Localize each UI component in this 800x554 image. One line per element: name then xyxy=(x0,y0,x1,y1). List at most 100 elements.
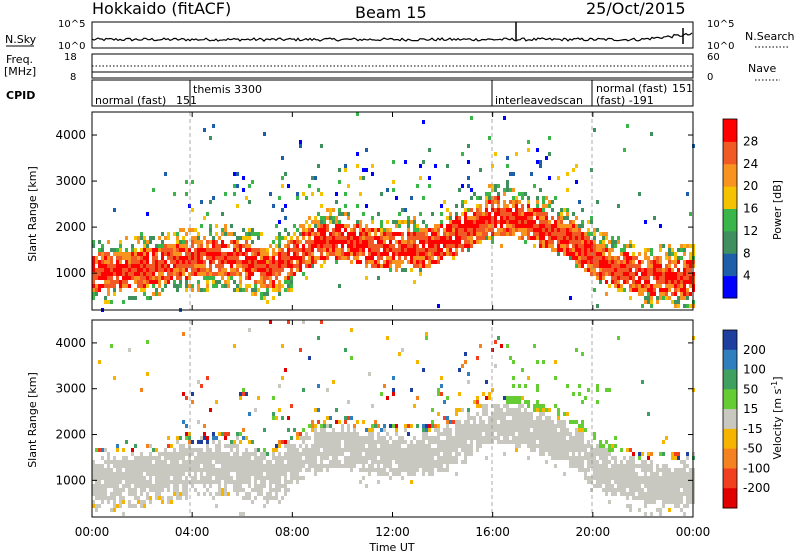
heatmap-cell xyxy=(572,444,575,448)
heatmap-cell xyxy=(407,444,410,448)
heatmap-cell xyxy=(557,420,560,424)
heatmap-cell xyxy=(170,260,173,264)
heatmap-cell xyxy=(245,492,248,496)
heatmap-cell xyxy=(218,468,221,472)
heatmap-cell xyxy=(407,460,410,464)
heatmap-cell xyxy=(518,396,521,400)
heatmap-cell xyxy=(365,148,368,152)
heatmap-cell xyxy=(377,460,380,464)
heatmap-cell xyxy=(212,124,215,128)
heatmap-cell xyxy=(419,460,422,464)
heatmap-cell xyxy=(101,272,104,276)
heatmap-cell xyxy=(563,208,566,212)
heatmap-cell xyxy=(248,268,251,272)
heatmap-cell xyxy=(176,264,179,268)
heatmap-cell xyxy=(410,448,413,452)
heatmap-cell xyxy=(584,240,587,244)
heatmap-cell xyxy=(167,496,170,500)
heatmap-cell xyxy=(137,456,140,460)
heatmap-cell xyxy=(173,468,176,472)
heatmap-cell xyxy=(320,424,323,428)
heatmap-cell xyxy=(608,452,611,456)
heatmap-cell xyxy=(497,220,500,224)
heatmap-cell xyxy=(557,424,560,428)
heatmap-cell xyxy=(359,436,362,440)
heatmap-cell xyxy=(140,468,143,472)
heatmap-cell xyxy=(491,240,494,244)
heatmap-cell xyxy=(275,480,278,484)
heatmap-cell xyxy=(176,268,179,272)
heatmap-cell xyxy=(125,284,128,288)
heatmap-cell xyxy=(422,424,425,428)
heatmap-cell xyxy=(494,436,497,440)
heatmap-cell xyxy=(470,224,473,228)
heatmap-cell xyxy=(620,272,623,276)
heatmap-cell xyxy=(311,228,314,232)
heatmap-cell xyxy=(197,380,200,384)
heatmap-cell xyxy=(158,248,161,252)
heatmap-cell xyxy=(113,504,116,508)
heatmap-cell xyxy=(404,464,407,468)
heatmap-cell xyxy=(455,448,458,452)
heatmap-cell xyxy=(404,456,407,460)
heatmap-cell xyxy=(500,420,503,424)
heatmap-cell xyxy=(572,168,575,172)
heatmap-cell xyxy=(587,460,590,464)
heatmap-cell xyxy=(458,368,461,372)
heatmap-cell xyxy=(470,448,473,452)
heatmap-cell xyxy=(674,256,677,260)
heatmap-cell xyxy=(599,232,602,236)
heatmap-cell xyxy=(557,412,560,416)
heatmap-cell xyxy=(473,212,476,216)
heatmap-cell xyxy=(602,244,605,248)
heatmap-cell xyxy=(455,236,458,240)
heatmap-cell xyxy=(614,284,617,288)
heatmap-cell xyxy=(506,436,509,440)
heatmap-cell xyxy=(377,260,380,264)
heatmap-cell xyxy=(254,288,257,292)
heatmap-cell xyxy=(560,212,563,216)
heatmap-cell xyxy=(191,480,194,484)
heatmap-cell xyxy=(575,428,578,432)
heatmap-cell xyxy=(95,492,98,496)
heatmap-cell xyxy=(185,232,188,236)
heatmap-cell xyxy=(392,248,395,252)
heatmap-cell xyxy=(470,196,473,200)
heatmap-cell xyxy=(149,280,152,284)
heatmap-cell xyxy=(314,452,317,456)
heatmap-cell xyxy=(338,252,341,256)
heatmap-cell xyxy=(173,472,176,476)
heatmap-cell xyxy=(221,268,224,272)
heatmap-cell xyxy=(287,184,290,188)
heatmap-cell xyxy=(392,424,395,428)
heatmap-cell xyxy=(647,300,650,304)
heatmap-cell xyxy=(131,264,134,268)
heatmap-cell xyxy=(527,208,530,212)
heatmap-cell xyxy=(356,448,359,452)
heatmap-cell xyxy=(581,352,584,356)
heatmap-cell xyxy=(644,484,647,488)
heatmap-cell xyxy=(140,264,143,268)
heatmap-cell xyxy=(128,476,131,480)
heatmap-cell xyxy=(575,248,578,252)
heatmap-cell xyxy=(575,228,578,232)
heatmap-cell xyxy=(368,236,371,240)
freq-tick-high: 18 xyxy=(64,52,77,63)
heatmap-cell xyxy=(104,256,107,260)
heatmap-cell xyxy=(587,244,590,248)
heatmap-cell xyxy=(104,252,107,256)
heatmap-cell xyxy=(194,256,197,260)
heatmap-cell xyxy=(671,284,674,288)
heatmap-cell xyxy=(215,248,218,252)
heatmap-cell xyxy=(167,480,170,484)
heatmap-cell xyxy=(188,204,191,208)
heatmap-cell xyxy=(368,244,371,248)
heatmap-cell xyxy=(203,272,206,276)
heatmap-cell xyxy=(254,260,257,264)
heatmap-cell xyxy=(668,472,671,476)
heatmap-cell xyxy=(299,476,302,480)
heatmap-cell xyxy=(146,496,149,500)
heatmap-cell xyxy=(422,220,425,224)
heatmap-cell xyxy=(452,220,455,224)
heatmap-cell xyxy=(371,220,374,224)
